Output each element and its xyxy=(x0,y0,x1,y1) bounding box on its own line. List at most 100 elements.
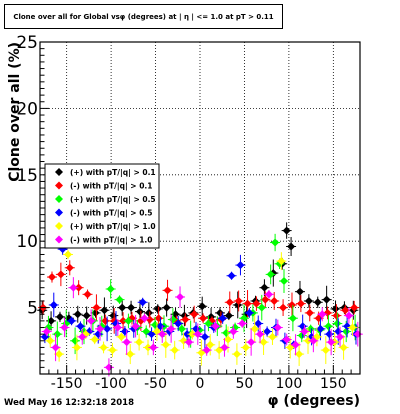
x-axis-label: φ (degrees) xyxy=(268,393,360,409)
data-point xyxy=(318,310,327,319)
data-point xyxy=(74,283,83,292)
data-point xyxy=(241,343,250,352)
legend-label: (+) with pT/|q| > 1.0 xyxy=(70,222,156,232)
data-point xyxy=(181,315,190,324)
data-point xyxy=(108,346,117,355)
data-point xyxy=(309,336,318,345)
data-point xyxy=(104,363,113,372)
data-point xyxy=(100,306,109,315)
data-point xyxy=(273,323,282,332)
data-point xyxy=(331,304,340,313)
data-point xyxy=(60,323,69,332)
y-tick-label: 25 xyxy=(16,33,38,53)
data-point xyxy=(350,303,359,312)
data-point xyxy=(225,298,234,307)
data-point xyxy=(342,327,351,336)
data-point xyxy=(67,316,76,325)
x-tick-label: 100 xyxy=(276,376,303,392)
data-point xyxy=(256,330,265,339)
data-point xyxy=(288,314,297,323)
data-point xyxy=(268,332,277,341)
data-point xyxy=(218,314,227,323)
x-tick-label: -50 xyxy=(144,376,167,392)
data-point xyxy=(131,322,140,331)
data-point xyxy=(332,311,341,320)
data-point xyxy=(71,336,80,345)
data-point xyxy=(122,338,131,347)
data-point xyxy=(313,298,322,307)
data-point xyxy=(202,346,211,355)
data-point xyxy=(46,336,55,345)
data-point xyxy=(211,322,220,331)
data-point xyxy=(287,300,296,309)
data-point xyxy=(243,299,252,308)
data-point xyxy=(234,296,243,305)
data-point xyxy=(215,308,224,317)
y-tick-label: 5 xyxy=(27,299,38,319)
legend-label: (-) with pT/|q| > 0.1 xyxy=(70,182,152,192)
x-tick-label: 0 xyxy=(196,376,205,392)
data-point xyxy=(106,285,115,294)
data-point xyxy=(300,327,309,336)
legend-box xyxy=(44,163,160,249)
data-point xyxy=(304,296,313,305)
data-point xyxy=(199,314,208,323)
data-point xyxy=(327,338,336,347)
legend-label: (-) with pT/|q| > 0.5 xyxy=(70,209,152,219)
y-tick-label: 20 xyxy=(16,99,38,119)
x-tick-label: 150 xyxy=(320,376,347,392)
data-point xyxy=(99,343,108,352)
data-point xyxy=(295,287,304,296)
data-point xyxy=(90,335,99,344)
data-point xyxy=(113,323,122,332)
data-point xyxy=(161,340,170,349)
data-point xyxy=(64,250,73,259)
data-point xyxy=(295,350,304,359)
data-point xyxy=(127,303,136,312)
data-point xyxy=(220,343,229,352)
data-point xyxy=(176,292,185,301)
data-point xyxy=(103,324,112,333)
data-point xyxy=(322,295,331,304)
data-point xyxy=(119,316,128,325)
data-point xyxy=(65,263,74,272)
data-point xyxy=(336,332,345,341)
data-point xyxy=(163,286,172,295)
data-point xyxy=(190,310,199,319)
data-point xyxy=(47,316,56,325)
data-point xyxy=(282,226,291,235)
data-point xyxy=(204,319,213,328)
data-point xyxy=(306,324,315,333)
data-point xyxy=(222,328,231,337)
legend-marker xyxy=(55,181,63,190)
data-point xyxy=(73,310,82,319)
data-point xyxy=(91,308,100,317)
x-tick-label: 50 xyxy=(236,376,254,392)
data-point xyxy=(198,302,207,311)
data-point xyxy=(117,332,126,341)
legend-label: (-) with pT/|q| > 1.0 xyxy=(70,236,152,246)
data-point xyxy=(56,270,65,279)
legend-marker xyxy=(55,222,63,230)
data-point xyxy=(339,343,348,352)
data-point xyxy=(257,303,266,312)
data-point xyxy=(291,340,300,349)
data-point xyxy=(263,327,272,336)
data-point xyxy=(325,330,334,339)
data-point xyxy=(266,270,275,279)
data-point xyxy=(264,290,273,299)
data-point xyxy=(197,348,206,357)
legend-marker xyxy=(55,168,63,176)
data-point xyxy=(304,336,313,345)
data-point xyxy=(282,335,291,344)
data-point xyxy=(270,296,279,305)
legend-marker xyxy=(55,235,63,244)
data-point xyxy=(92,303,101,312)
data-point xyxy=(232,350,241,359)
data-point xyxy=(115,295,124,304)
data-point xyxy=(224,311,233,320)
data-point xyxy=(55,350,64,359)
data-point xyxy=(153,304,162,313)
data-point xyxy=(109,311,118,320)
